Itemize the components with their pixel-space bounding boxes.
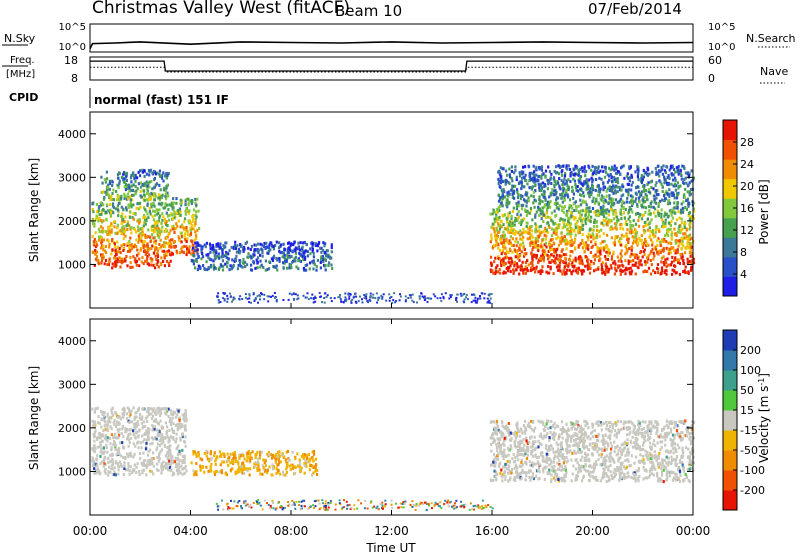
colorbar-tick-label: 16 xyxy=(740,202,754,215)
nave-tick-top: 60 xyxy=(708,54,722,67)
velocity-colorbar-label: Velocity [m s-1] xyxy=(757,373,772,463)
station-title: Christmas Valley West (fitACF) xyxy=(92,0,350,18)
cpid-label: CPID xyxy=(9,91,38,104)
velocity-ylabel: Slant Range [km] xyxy=(27,366,41,470)
nsky-tick-top: 10^5 xyxy=(59,22,86,33)
range-tick-label: 4000 xyxy=(58,128,86,141)
nsky-strip-panel: N.Sky 10^5 10^0 10^5 10^0 N.Search xyxy=(2,22,796,53)
time-tick-label: 08:00 xyxy=(274,524,309,538)
freq-trace xyxy=(90,60,693,72)
range-tick-label: 1000 xyxy=(58,258,86,271)
colorbar-tick-label: -50 xyxy=(740,444,758,457)
time-tick-label: 16:00 xyxy=(475,524,510,538)
cpid-strip: CPID normal (fast) 151 IF xyxy=(9,88,229,108)
region-0 xyxy=(91,406,188,477)
power-colorbar-label: Power [dB] xyxy=(757,179,771,244)
nsearch-tick-bottom: 10^0 xyxy=(708,42,735,53)
nsearch-tick-top: 10^5 xyxy=(708,22,735,33)
velocity-heatmap-data xyxy=(91,406,696,511)
freq-label-line1: Freq. xyxy=(10,55,35,66)
time-tick-label: 12:00 xyxy=(374,524,409,538)
range-tick-label: 3000 xyxy=(58,378,86,391)
range-tick-label: 3000 xyxy=(58,171,86,184)
date-label: 07/Feb/2014 xyxy=(588,0,682,18)
colorbar-tick-label: -100 xyxy=(740,464,765,477)
range-tick-label: 1000 xyxy=(58,465,86,478)
time-tick-label: 04:00 xyxy=(173,524,208,538)
region-1 xyxy=(190,449,319,477)
region-0 xyxy=(91,201,173,270)
freq-tick-bottom: 8 xyxy=(71,72,78,85)
freq-label-line2: [MHz] xyxy=(6,69,35,80)
nave-tick-bottom: 0 xyxy=(708,72,715,85)
nsky-label: N.Sky xyxy=(4,32,36,45)
range-tick-label: 4000 xyxy=(58,335,86,348)
beam-label: Beam 10 xyxy=(335,2,402,20)
time-tick-label: 00:00 xyxy=(73,524,108,538)
region-2 xyxy=(100,168,170,202)
power-heatmap-data xyxy=(91,164,696,304)
range-tick-label: 2000 xyxy=(58,422,86,435)
time-axis: 00:00 04:00 08:00 12:00 16:00 20:00 00:00 xyxy=(73,303,711,538)
low-range-scatter xyxy=(215,499,494,511)
nsky-trace xyxy=(89,41,694,49)
colorbar-tick-label: 28 xyxy=(740,136,754,149)
low-range-scatter xyxy=(216,292,493,304)
region-5 xyxy=(497,164,696,211)
nsearch-label: N.Search xyxy=(746,32,796,45)
cpid-mode-label: normal (fast) 151 IF xyxy=(94,93,229,107)
colorbar-tick-label: 24 xyxy=(740,158,754,171)
range-tick-label: 2000 xyxy=(58,215,86,228)
velocity-panel: 1000 2000 3000 4000 Slant Range [km] xyxy=(27,318,696,516)
colorbar-tick-label: 8 xyxy=(740,246,747,259)
freq-tick-top: 18 xyxy=(64,54,78,67)
power-colorbar: 4 8 12 16 20 24 28 xyxy=(722,119,754,297)
colorbar-tick-label: 50 xyxy=(740,384,754,397)
colorbar-tick-label: 100 xyxy=(740,364,761,377)
region-2 xyxy=(489,419,696,484)
nsky-tick-bottom: 10^0 xyxy=(59,42,86,53)
region-3 xyxy=(190,240,334,272)
colorbar-tick-label: 15 xyxy=(740,404,754,417)
power-ylabel: Slant Range [km] xyxy=(27,158,41,262)
region-1 xyxy=(170,197,201,257)
colorbar-tick-label: 12 xyxy=(740,224,754,237)
colorbar-tick-label: 20 xyxy=(740,180,754,193)
colorbar-tick-label: 4 xyxy=(740,268,747,281)
region-4 xyxy=(489,207,696,276)
time-tick-label: 00:00 xyxy=(676,524,711,538)
colorbar-tick-label: -200 xyxy=(740,484,765,497)
colorbar-tick-label: -15 xyxy=(740,424,758,437)
nave-label: Nave xyxy=(760,65,788,78)
time-axis-label: Time UT xyxy=(365,541,416,554)
time-tick-label: 20:00 xyxy=(575,524,610,538)
freq-strip-panel: Freq. [MHz] 18 8 60 0 Nave xyxy=(2,54,788,85)
power-panel: 1000 2000 3000 4000 Slant Range [km] xyxy=(27,111,696,309)
velocity-colorbar: 200 100 50 15 -15 -50 -100 -200 xyxy=(722,329,765,511)
colorbar-tick-label: 200 xyxy=(740,344,761,357)
